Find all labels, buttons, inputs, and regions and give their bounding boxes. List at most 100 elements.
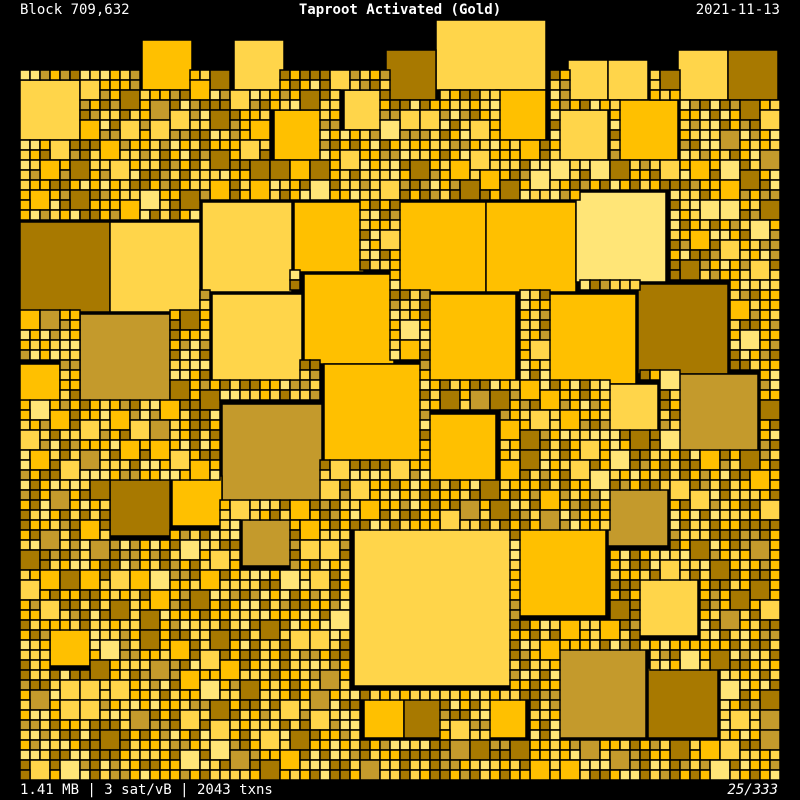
tx-tile xyxy=(479,699,491,711)
tx-tile xyxy=(729,569,741,581)
tx-tile xyxy=(229,389,241,401)
tx-tile xyxy=(289,379,301,391)
tx-tile xyxy=(159,649,171,661)
tx-tile xyxy=(199,559,211,571)
tx-tile xyxy=(539,289,551,301)
tx-tile xyxy=(209,419,221,431)
tx-tile xyxy=(29,629,41,641)
tx-tile xyxy=(269,99,281,111)
tx-tile xyxy=(679,449,691,461)
tx-tile xyxy=(719,449,731,461)
tx-tile xyxy=(19,539,31,551)
tx-tile xyxy=(419,739,431,751)
tx-tile xyxy=(349,509,361,521)
tx-tile xyxy=(319,649,331,661)
tx-tile xyxy=(119,119,141,141)
tx-tile xyxy=(759,599,781,621)
tx-tile xyxy=(19,79,81,141)
tx-tile xyxy=(759,759,771,771)
tx-tile xyxy=(459,379,471,391)
tx-tile xyxy=(339,669,351,681)
tx-tile xyxy=(229,559,241,571)
tx-tile xyxy=(649,559,661,571)
tx-tile xyxy=(749,629,761,641)
tx-tile xyxy=(189,339,201,351)
tx-tile xyxy=(119,69,131,81)
tx-tile xyxy=(279,729,291,741)
tx-tile xyxy=(399,309,411,321)
tx-tile xyxy=(719,739,741,761)
tx-tile xyxy=(409,689,421,701)
tx-tile xyxy=(169,539,181,551)
tx-tile xyxy=(189,349,201,361)
tx-tile xyxy=(739,619,751,631)
tx-tile xyxy=(369,239,381,251)
tx-tile xyxy=(449,479,461,491)
tx-tile xyxy=(759,519,771,531)
tx-tile xyxy=(99,569,111,581)
tx-tile xyxy=(759,139,771,151)
tx-tile xyxy=(389,209,401,221)
tx-tile xyxy=(189,659,201,671)
tx-tile xyxy=(289,559,301,571)
tx-tile xyxy=(589,389,601,401)
tx-tile xyxy=(599,499,611,511)
tx-tile xyxy=(179,139,191,151)
tx-tile xyxy=(29,349,41,361)
tx-tile xyxy=(359,459,371,471)
tx-tile xyxy=(599,619,621,641)
tx-tile xyxy=(569,379,581,391)
tx-tile xyxy=(99,419,111,431)
tx-tile xyxy=(529,699,541,711)
tx-tile xyxy=(99,99,111,111)
tx-tile xyxy=(429,159,441,171)
tx-tile xyxy=(739,209,751,221)
tx-tile xyxy=(679,549,691,561)
tx-tile xyxy=(39,419,51,431)
tx-tile xyxy=(729,489,741,501)
tx-tile xyxy=(249,379,261,391)
tx-tile xyxy=(199,169,211,181)
tx-tile xyxy=(249,579,261,591)
tx-tile xyxy=(529,709,541,721)
tx-tile xyxy=(699,179,711,191)
tx-tile xyxy=(689,759,701,771)
tx-tile xyxy=(499,479,511,491)
tx-tile xyxy=(769,259,781,271)
tx-tile xyxy=(719,129,741,151)
tx-tile xyxy=(169,159,181,171)
tx-tile xyxy=(49,709,61,721)
tx-tile xyxy=(669,469,681,481)
tx-tile xyxy=(149,159,161,171)
tx-tile xyxy=(99,139,121,161)
tx-tile xyxy=(309,379,321,391)
tx-tile xyxy=(209,439,221,451)
tx-tile xyxy=(529,479,541,491)
tx-tile xyxy=(319,659,331,671)
tx-tile xyxy=(239,679,261,701)
tx-tile xyxy=(439,129,451,141)
tx-tile xyxy=(369,199,381,211)
tx-tile xyxy=(89,99,101,111)
tx-tile xyxy=(609,479,621,491)
tx-tile xyxy=(449,89,461,101)
tx-tile xyxy=(679,249,691,261)
tx-tile xyxy=(759,389,771,401)
tx-tile xyxy=(329,599,341,611)
tx-tile xyxy=(89,739,101,751)
tx-tile xyxy=(289,679,301,691)
tx-tile xyxy=(29,649,41,661)
tx-tile xyxy=(669,659,681,671)
tx-tile xyxy=(369,209,381,221)
tx-tile xyxy=(639,759,651,771)
tx-tile xyxy=(79,549,91,561)
tx-tile xyxy=(159,729,171,741)
tx-tile xyxy=(39,209,51,221)
tx-tile xyxy=(709,649,731,671)
tx-tile xyxy=(579,169,591,181)
tx-tile xyxy=(149,149,161,161)
tx-tile xyxy=(309,559,321,571)
tx-tile xyxy=(449,759,461,771)
tx-tile xyxy=(759,109,781,131)
tx-tile xyxy=(339,539,351,551)
